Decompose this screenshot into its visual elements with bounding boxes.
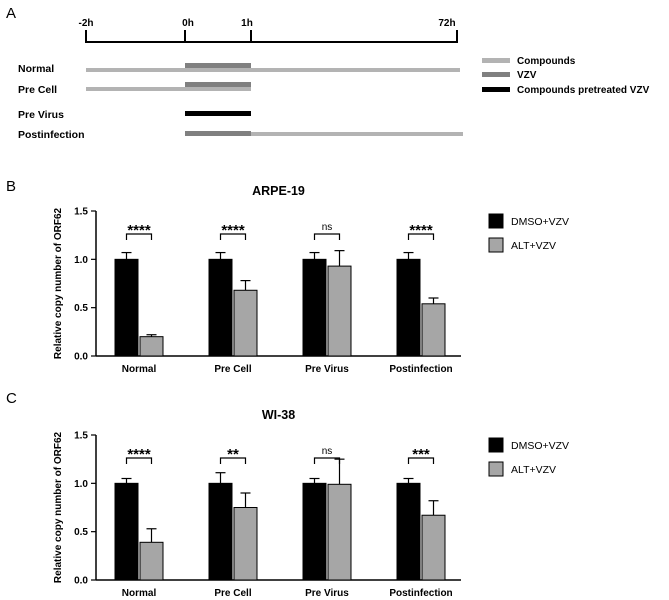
timeline-bar-pretreated [185, 111, 251, 116]
y-axis-label: Relative copy number of ORF62 [53, 431, 64, 583]
legend-swatch-alt-vzv [488, 461, 504, 477]
significance-label: ** [227, 446, 239, 463]
bar-dmso-vzv [208, 258, 233, 357]
legend-swatch-alt-vzv [488, 237, 504, 253]
timeline-row-label: Postinfection [18, 129, 85, 141]
significance-label: *** [412, 446, 430, 463]
timeline-tick-label: 0h [182, 18, 194, 29]
timeline-tick-label: 1h [241, 18, 253, 29]
significance-bracket [313, 457, 341, 464]
timeline-bar-compounds [251, 132, 463, 136]
chart-panel-wi38: C WI-38 Relative copy number of ORF62 0.0 0… [6, 390, 569, 599]
timeline-legend-label: VZV [517, 70, 537, 81]
legend-label: DMSO+VZV [511, 440, 569, 452]
x-tick-label: Normal [122, 588, 157, 599]
x-tick-label: Normal [122, 364, 157, 375]
y-tick-label: 0.5 [74, 303, 88, 314]
bar-dmso-vzv [208, 482, 233, 581]
timeline-legend-label: Compounds [517, 56, 576, 67]
timeline-bar-compounds [86, 68, 460, 72]
x-tick-label: Pre Virus [305, 588, 349, 599]
y-tick-label: 1.5 [74, 207, 88, 218]
x-tick-label: Postinfection [389, 588, 452, 599]
significance-bracket [407, 233, 435, 240]
significance-bracket [125, 233, 153, 240]
x-tick-label: Pre Virus [305, 364, 349, 375]
significance-label: **** [127, 446, 151, 463]
chart-title: WI-38 [262, 408, 295, 422]
bar-alt-vzv [421, 514, 446, 581]
bar-alt-vzv [327, 265, 352, 357]
legend-swatch-dmso-vzv [488, 437, 504, 453]
bar-dmso-vzv [302, 258, 327, 357]
bar-alt-vzv [233, 289, 258, 357]
panel-letter-c: C [6, 390, 17, 407]
y-tick-label: 0.5 [74, 527, 88, 538]
timeline-bar-vzv [185, 82, 251, 87]
panel-letter-a: A [6, 5, 16, 22]
x-tick-label: Postinfection [389, 364, 452, 375]
x-tick-label: Pre Cell [214, 588, 251, 599]
panel-letter-b: B [6, 178, 16, 195]
timeline-row-label: Pre Virus [18, 109, 64, 121]
timeline-bar-vzv [185, 63, 251, 68]
bar-dmso-vzv [396, 482, 421, 581]
timeline-legend-swatch-vzv [482, 72, 510, 77]
significance-bracket [219, 233, 247, 240]
timeline-tick-label: 72h [438, 18, 455, 29]
x-tick-label: Pre Cell [214, 364, 251, 375]
timeline-panel: A -2h 0h 1h 72h Normal Pre Cell Pre Viru… [6, 5, 650, 141]
significance-bracket [125, 457, 153, 464]
timeline-legend-swatch-pretreated [482, 87, 510, 92]
y-tick-label: 1.0 [74, 479, 88, 490]
significance-label: **** [409, 222, 433, 239]
legend-swatch-dmso-vzv [488, 213, 504, 229]
bar-dmso-vzv [114, 482, 139, 581]
significance-label: **** [127, 222, 151, 239]
bar-alt-vzv [327, 483, 352, 581]
y-axis-label: Relative copy number of ORF62 [53, 207, 64, 359]
bar-alt-vzv [421, 303, 446, 357]
timeline-tick-label: -2h [79, 18, 94, 29]
bar-alt-vzv [139, 336, 164, 357]
legend-label: DMSO+VZV [511, 216, 569, 228]
bar-dmso-vzv [396, 258, 421, 357]
significance-label: ns [322, 446, 333, 457]
bar-alt-vzv [233, 507, 258, 581]
y-tick-label: 1.5 [74, 431, 88, 442]
y-tick-label: 0.0 [74, 576, 88, 587]
bar-dmso-vzv [114, 258, 139, 357]
timeline-bar-vzv [185, 131, 251, 136]
y-tick-label: 1.0 [74, 255, 88, 266]
legend-label: ALT+VZV [511, 240, 556, 252]
timeline-row-label: Pre Cell [18, 84, 57, 96]
bar-alt-vzv [139, 541, 164, 581]
timeline-bar-compounds [86, 87, 251, 91]
bar-dmso-vzv [302, 482, 327, 581]
timeline-row-label: Normal [18, 63, 54, 75]
chart-title: ARPE-19 [252, 184, 305, 198]
significance-bracket [219, 457, 247, 464]
significance-bracket [313, 233, 341, 240]
y-tick-label: 0.0 [74, 352, 88, 363]
timeline-legend-swatch-compounds [482, 58, 510, 63]
chart-panel-arpe19: B ARPE-19 Relative copy number of ORF62 0.… [6, 178, 569, 375]
significance-bracket [407, 457, 435, 464]
significance-label: **** [221, 222, 245, 239]
significance-label: ns [322, 222, 333, 233]
timeline-legend-label: Compounds pretreated VZV [517, 85, 650, 96]
legend-label: ALT+VZV [511, 464, 556, 476]
